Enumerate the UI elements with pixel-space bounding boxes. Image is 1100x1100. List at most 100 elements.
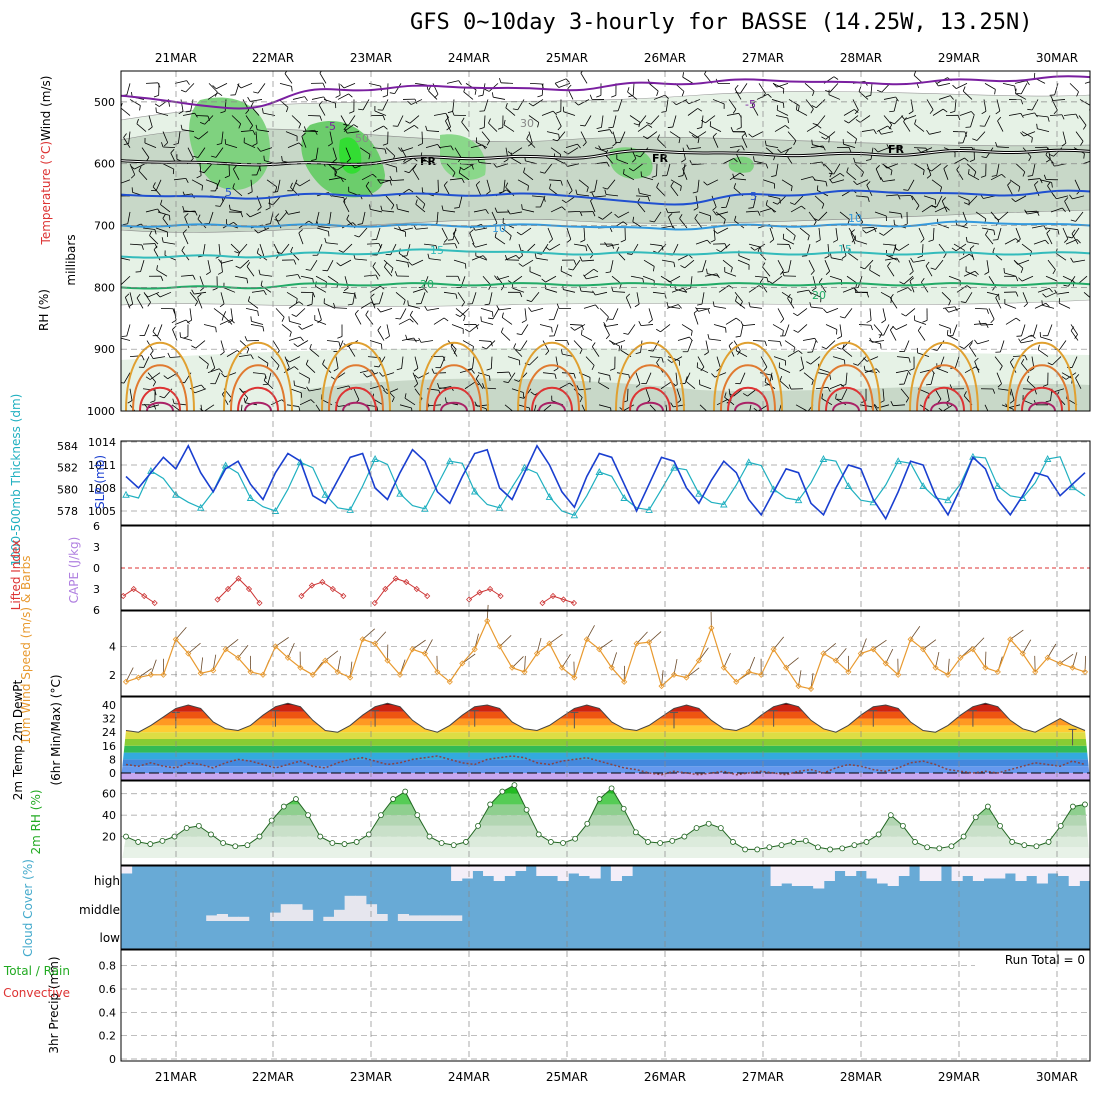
barb-staff [180, 274, 193, 277]
barb-staff [129, 292, 134, 305]
barb-staff [578, 99, 590, 106]
barb-staff [613, 291, 626, 293]
barb-staff [309, 348, 320, 357]
barb-flag [900, 213, 903, 219]
barb-staff [921, 204, 933, 213]
barb-flag [545, 350, 550, 356]
thickness-marker [794, 496, 803, 504]
barb-flag [1001, 174, 1006, 178]
barb-staff [1062, 131, 1067, 144]
barb-staff [177, 131, 181, 144]
barb-staff [1009, 179, 1021, 188]
barb-staff [650, 115, 660, 125]
barb-flag [703, 181, 708, 186]
barb-staff [669, 131, 681, 139]
barb-flag [695, 307, 699, 312]
barb-flag [943, 253, 947, 259]
barb-staff [824, 260, 831, 272]
barb-staff [818, 131, 830, 138]
barb-staff [645, 372, 652, 384]
barb-flag [589, 94, 593, 100]
barb-flag [670, 181, 674, 187]
rh-marker [1009, 839, 1016, 845]
barb-staff [522, 208, 535, 213]
barb-staff [409, 315, 419, 325]
wind-barb [748, 656, 756, 673]
barb-flag [121, 382, 125, 384]
barb-staff [984, 404, 989, 411]
barb-staff [606, 324, 619, 327]
barb-flag [881, 319, 886, 324]
lifted-index-marker [120, 592, 127, 600]
barb-flag [379, 372, 383, 377]
barb-staff [886, 254, 898, 261]
barb-flag [779, 341, 782, 347]
rh-marker [596, 796, 603, 802]
barb-flag [319, 115, 323, 121]
barb-flag [488, 317, 494, 320]
barb-staff [257, 356, 269, 364]
barb-staff [121, 257, 131, 261]
barb-staff [198, 356, 209, 365]
barb-flag [304, 96, 308, 101]
barb-flag [153, 245, 158, 250]
barb-staff [1015, 195, 1027, 203]
barb-flag [484, 303, 490, 306]
barb-staff [857, 276, 863, 288]
barb-staff [963, 340, 974, 349]
rh-marker [147, 841, 154, 847]
heat-contour [237, 386, 279, 411]
barb-staff [287, 142, 300, 149]
barb-staff [649, 404, 657, 411]
barb-staff [385, 388, 395, 398]
barb-flag [199, 170, 205, 174]
barb-flag [862, 229, 867, 234]
barb-flag [994, 217, 1000, 221]
barb-staff [606, 194, 619, 197]
barb-flag [929, 412, 930, 417]
barb-flag [723, 219, 726, 225]
barb-flag [257, 310, 259, 317]
barb-flag [827, 387, 831, 392]
barb-staff [567, 163, 580, 167]
barb-staff [635, 372, 641, 385]
barb-flag [561, 199, 567, 204]
barb-staff [478, 340, 491, 342]
barb-flag [461, 178, 465, 184]
upper-temp-wind-label-part: Temperature (°C) [39, 141, 53, 246]
barb-flag [1015, 317, 1021, 322]
barb-flag [291, 86, 293, 92]
barb-staff [384, 163, 397, 168]
rh-marker [183, 825, 190, 831]
barb-staff [796, 289, 809, 293]
barb-staff [977, 340, 990, 345]
barb-flag [693, 207, 699, 211]
barb-flag [987, 416, 990, 420]
barb-flag [130, 165, 135, 170]
barb-flag [182, 229, 187, 234]
barb-flag [1010, 358, 1014, 363]
barb-staff [832, 179, 845, 184]
barb-flag [300, 336, 304, 342]
temperature-tick-label: 8 [109, 753, 116, 766]
barb-flag [199, 287, 205, 292]
cloud-high-gap [951, 866, 963, 881]
barb-staff [189, 308, 192, 321]
barb-staff [1046, 233, 1053, 245]
barb-staff [627, 388, 629, 401]
barb-staff [627, 324, 636, 335]
barb-staff [675, 372, 678, 385]
wind-speed-marker [446, 678, 453, 685]
barb-staff [923, 195, 936, 200]
barb-flag [1014, 260, 1019, 265]
barb-staff [695, 131, 707, 139]
barb-flag [418, 337, 422, 343]
rh-label: 2m RH (%) [29, 789, 43, 854]
barb-flag [536, 252, 542, 255]
wind-speed-marker [122, 678, 130, 685]
barb-staff [738, 255, 751, 261]
barb-flag [346, 158, 351, 163]
date-label-bottom: 23MAR [350, 1070, 392, 1084]
barb-flag [780, 318, 785, 323]
rh-marker [232, 843, 239, 850]
